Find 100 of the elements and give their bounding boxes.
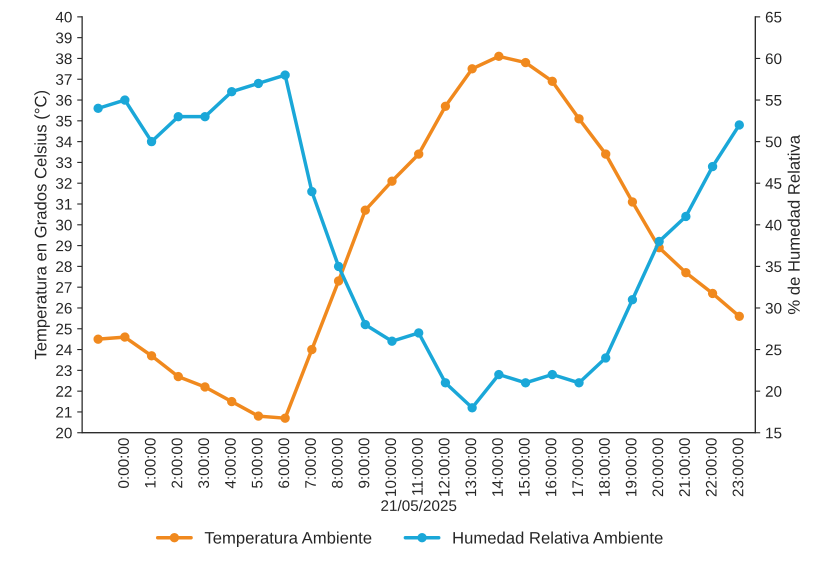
x-tick-label: 3:00:00: [198, 438, 210, 488]
point: [174, 112, 183, 122]
y-tick-label: 37: [56, 74, 72, 85]
y2-tick-label: 15: [766, 428, 782, 438]
point: [520, 58, 530, 68]
x-tick-label: 22:00:00: [706, 438, 717, 496]
point: [734, 120, 744, 130]
y-tick-label: 31: [56, 198, 72, 210]
point: [467, 64, 477, 74]
x-tick-label: 8:00:00: [332, 438, 343, 488]
y-tick-label: 23: [56, 365, 72, 376]
y-tick-label: 32: [56, 178, 72, 189]
point: [628, 197, 638, 207]
x-tick-label: 11:00:00: [412, 438, 423, 495]
point: [200, 382, 210, 392]
x-tick-label: 16:00:00: [546, 438, 556, 496]
x-tick-label: 23:00:00: [732, 438, 744, 496]
x-tick-label: 13:00:00: [465, 438, 476, 496]
point: [628, 294, 638, 304]
point: [440, 378, 450, 388]
point: [548, 76, 557, 86]
point: [681, 212, 691, 222]
y2-tick-label: 65: [766, 12, 782, 23]
y-tick-label: 29: [56, 240, 72, 252]
y-tick-label: 22: [56, 386, 72, 397]
y-tick-label: 38: [56, 53, 72, 64]
legend-label: Humedad Relativa Ambiente: [453, 531, 663, 544]
point: [360, 206, 370, 215]
point: [120, 332, 130, 342]
x-tick-label: 12:00:00: [438, 438, 450, 496]
point: [360, 320, 370, 330]
point: [734, 312, 744, 321]
x-tick-label: 14:00:00: [492, 438, 503, 496]
x-tick-label: 6:00:00: [278, 438, 290, 488]
y2-tick-label: 35: [766, 261, 782, 272]
point: [146, 136, 156, 146]
point: [146, 351, 156, 360]
x-tick-label: 1:00:00: [144, 438, 156, 488]
x-tick-label: 20:00:00: [652, 438, 664, 496]
y-tick-label: 30: [56, 220, 72, 230]
point: [708, 162, 718, 172]
point: [200, 112, 210, 122]
y-tick-label: 27: [56, 282, 72, 293]
x-tick-label: 10:00:00: [385, 438, 396, 496]
y-tick-label: 39: [56, 32, 72, 44]
point: [387, 176, 397, 186]
y2-tick-label: 40: [765, 220, 782, 230]
y2-tick-label: 25: [766, 344, 782, 356]
point: [601, 353, 610, 363]
point: [574, 114, 584, 124]
point: [93, 334, 103, 344]
y-tick-label: 36: [56, 94, 72, 106]
point: [254, 78, 264, 88]
point: [227, 396, 236, 406]
y-tick-label: 34: [56, 136, 72, 148]
x-tick-label: 4:00:00: [224, 438, 236, 488]
point: [414, 328, 424, 338]
point: [520, 378, 530, 388]
y2-axis-title: % de Humedad Relativa: [788, 134, 800, 314]
point: [494, 370, 504, 380]
point: [601, 149, 610, 159]
y2-tick-label: 45: [765, 178, 782, 189]
x-tick-label: 7:00:00: [305, 438, 316, 488]
y-tick-label: 28: [56, 261, 72, 272]
y-tick-label: 24: [56, 344, 72, 356]
y-tick-label: 21: [56, 406, 72, 418]
y-tick-label: 20: [56, 428, 72, 438]
point: [334, 276, 344, 286]
point: [307, 344, 317, 354]
point: [548, 370, 557, 380]
point: [334, 262, 344, 272]
point: [227, 87, 236, 96]
y2-tick-label: 55: [766, 95, 782, 106]
point: [174, 372, 183, 382]
point: [307, 186, 317, 196]
x-tick-label: 21:00:00: [679, 438, 690, 496]
x-tick-label: 5:00:00: [252, 438, 263, 488]
point: [254, 411, 264, 421]
y-tick-label: 26: [56, 302, 72, 314]
y-axis-title: Temperatura en Grados Celsius (°C): [34, 90, 50, 360]
point: [467, 403, 477, 412]
legend-label: Temperatura Ambiente: [204, 531, 372, 547]
x-tick-label: 17:00:00: [572, 438, 584, 496]
y2-tick-label: 60: [766, 53, 782, 64]
point: [708, 288, 718, 298]
x-tick-label: 2:00:00: [172, 438, 182, 488]
point: [120, 95, 130, 105]
y2-tick-label: 50: [766, 136, 782, 148]
y-tick-label: 35: [56, 116, 72, 127]
point: [414, 149, 424, 159]
x-tick-label: 19:00:00: [626, 438, 637, 496]
point: [494, 52, 504, 62]
x-tick-label: 0:00:00: [118, 438, 129, 488]
x-tick-label: 15:00:00: [518, 438, 530, 496]
point: [280, 70, 290, 80]
y2-tick-label: 20: [766, 386, 782, 397]
point: [681, 268, 691, 278]
y-tick-label: 25: [56, 324, 72, 334]
point: [280, 414, 290, 423]
point: [574, 378, 584, 388]
